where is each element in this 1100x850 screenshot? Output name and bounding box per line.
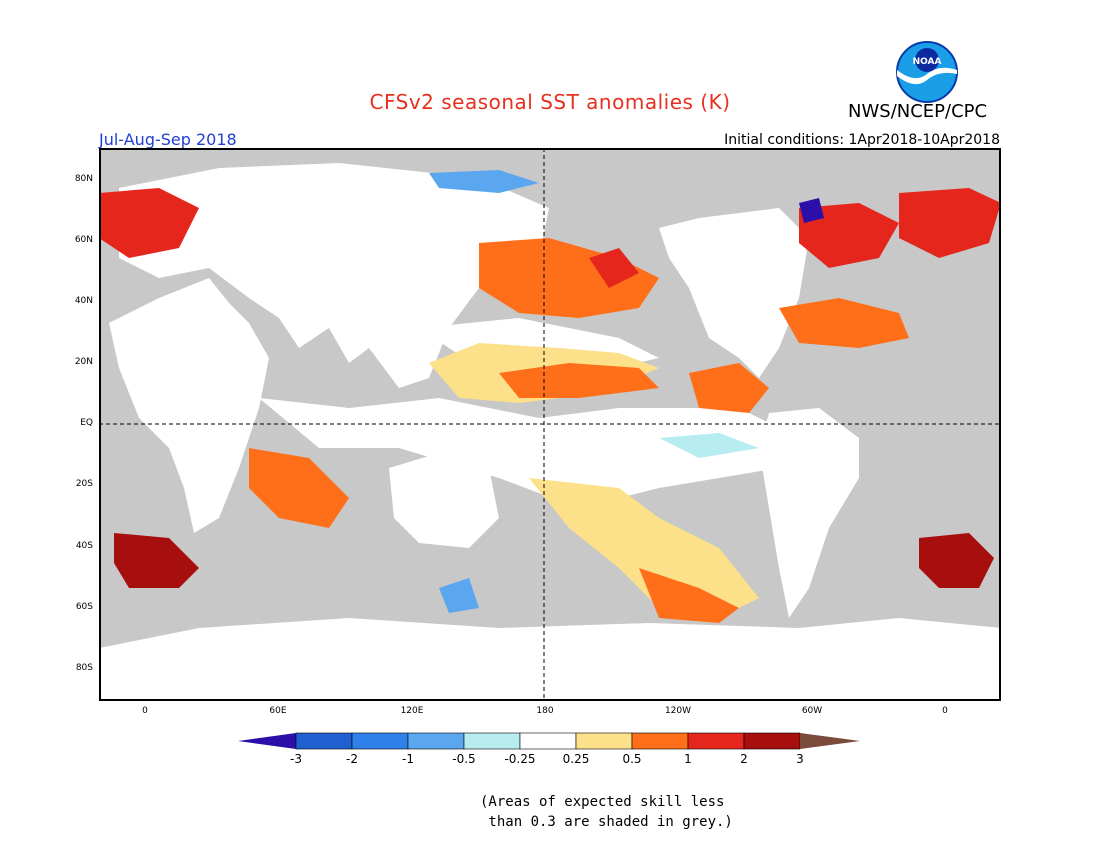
colorbar-label: -0.5 [452,752,476,766]
lat-label-40s: 40S [75,541,93,551]
colorbar-swatch [631,732,689,750]
agency-label: NWS/NCEP/CPC [848,101,988,122]
lat-label-80s: 80S [75,663,93,673]
sst-anomaly-map [99,148,1001,705]
colorbar-label: 1 [684,752,692,766]
lat-label-80n: 80N [74,174,93,184]
noaa-logo-text: NOAA [913,57,942,67]
initial-conditions: Initial conditions: 1Apr2018-10Apr2018 [724,132,1000,148]
season-label: Jul-Aug-Sep 2018 [99,130,237,149]
lon-label-0-right: 0 [942,706,948,716]
lon-label-60e: 60E [269,706,287,716]
colorbar-arrow-high [800,733,860,749]
map-frame [99,148,1001,701]
cool-anomalies [429,170,824,613]
lon-label-120e: 120E [400,706,424,716]
lat-label-20n: 20N [74,357,93,367]
colorbar-label: -2 [346,752,358,766]
skill-note-line1: (Areas of expected skill less [480,794,725,810]
colorbar-label: -0.25 [504,752,536,766]
colorbar-label: 0.25 [562,752,590,766]
colorbar-swatch [743,732,801,750]
chart-title: CFSv2 seasonal SST anomalies (K) [369,90,731,114]
colorbar-swatch [687,732,745,750]
skill-note: (Areas of expected skill less than 0.3 a… [480,792,733,832]
lat-label-20s: 20S [75,479,93,489]
lat-label-60n: 60N [74,235,93,245]
colorbar-swatch [295,732,353,750]
colorbar-label: -3 [290,752,302,766]
lat-label-60s: 60S [75,602,93,612]
colorbar [238,732,862,754]
lon-label-180: 180 [536,706,554,716]
colorbar-swatch [519,732,577,750]
colorbar-label: -1 [402,752,414,766]
colorbar-arrow-low [238,733,296,749]
colorbar-label: 3 [796,752,804,766]
colorbar-swatch [575,732,633,750]
colorbar-label: 2 [740,752,748,766]
colorbar-swatch [351,732,409,750]
noaa-logo: NOAA [895,40,959,108]
lat-label-eq: EQ [80,418,93,428]
colorbar-swatch [463,732,521,750]
lon-label-0: 0 [142,706,148,716]
skill-note-line2: than 0.3 are shaded in grey.) [480,814,733,830]
colorbar-swatch [407,732,465,750]
lat-label-40n: 40N [74,296,93,306]
lon-label-60w: 60W [801,706,823,716]
lon-label-120w: 120W [664,706,692,716]
colorbar-label: 0.5 [622,752,642,766]
